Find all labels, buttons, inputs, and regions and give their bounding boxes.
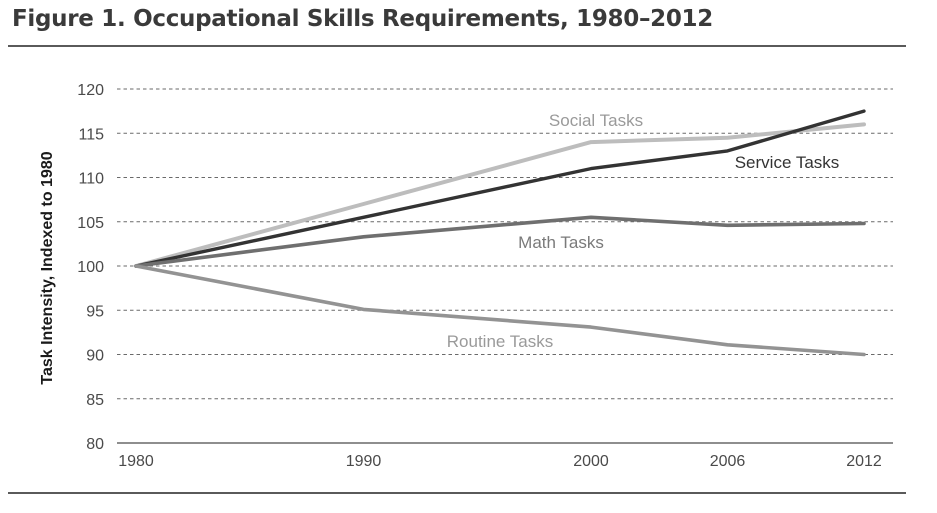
y-tick-120: 120 (77, 82, 104, 99)
bottom-rule (8, 492, 906, 494)
social-tasks-line (134, 122, 866, 268)
x-tick-2012: 2012 (846, 453, 882, 470)
y-tick-90: 90 (86, 348, 104, 365)
service-tasks-label: Service Tasks (735, 153, 840, 172)
series-lines (134, 109, 866, 357)
y-tick-115: 115 (78, 126, 104, 143)
gridlines (117, 88, 893, 444)
y-tick-85: 85 (86, 392, 104, 409)
service-tasks-line (134, 109, 866, 268)
math-tasks-line (134, 215, 866, 268)
y-tick-100: 100 (77, 259, 104, 276)
top-rule (8, 45, 906, 47)
x-tick-1990: 1990 (346, 453, 382, 470)
y-tick-105: 105 (77, 215, 104, 232)
x-tick-2000: 2000 (573, 453, 609, 470)
y-tick-80: 80 (86, 436, 104, 453)
y-tick-95: 95 (86, 303, 104, 320)
y-axis-label: Task Intensity, Indexed to 1980 (39, 151, 56, 384)
routine-tasks-line (134, 264, 866, 357)
x-tick-labels: 1980 1990 2000 2006 2012 (118, 453, 882, 470)
y-tick-labels: 80 85 90 95 100 105 110 115 120 (77, 82, 104, 453)
series-labels: Social Tasks Service Tasks Math Tasks Routi… (447, 111, 840, 351)
routine-tasks-label: Routine Tasks (447, 332, 553, 351)
figure-title: Figure 1. Occupational Skills Requiremen… (12, 6, 713, 32)
math-tasks-label: Math Tasks (518, 233, 604, 252)
social-tasks-label: Social Tasks (549, 111, 643, 130)
x-tick-2006: 2006 (710, 453, 746, 470)
x-tick-1980: 1980 (118, 453, 154, 470)
y-tick-110: 110 (78, 171, 104, 188)
